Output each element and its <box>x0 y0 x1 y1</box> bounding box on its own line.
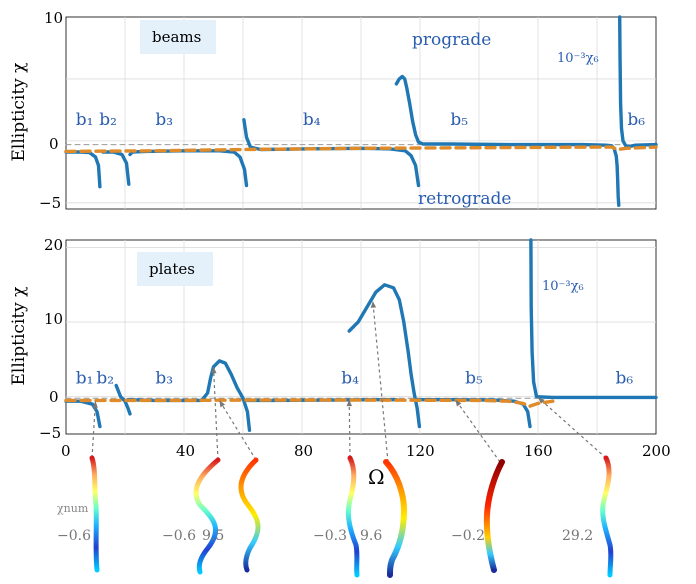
xtick-40: 40 <box>176 442 195 460</box>
beams-branch-label-1: b₂ <box>99 110 117 130</box>
mode-pointer-head-1 <box>211 366 217 374</box>
mode-pointer-arrows <box>91 301 607 463</box>
beams-branch-label-2: b₃ <box>155 110 173 130</box>
beams-ytick-10: 10 <box>44 9 63 27</box>
mode-value-2: −0.6 <box>162 528 196 544</box>
mode-value-1: −0.6 <box>57 528 91 544</box>
plates-branch-labels: b₁ b₂ b₃ b₄ b₅ b₆ <box>76 368 634 388</box>
mode-value-4: −0.3 <box>313 528 347 544</box>
mode-value-6: −0.2 <box>451 528 485 544</box>
chi6-annotation-top: 10⁻³χ₆ <box>557 51 599 66</box>
plates-ytick-20: 20 <box>44 236 63 254</box>
beams-branch-label-0: b₁ <box>76 110 94 130</box>
mode-value-3: 9.5 <box>202 528 224 544</box>
plates-curves <box>64 238 658 432</box>
plates-tag-bg <box>137 252 213 286</box>
beams-branch-label-5: b₆ <box>627 110 645 130</box>
beams-ytick-neg5: −5 <box>39 194 61 212</box>
beams-curves <box>64 15 658 208</box>
beams-branch-label-3: b₄ <box>303 110 321 130</box>
plates-ylabel: Ellipticity χ <box>9 287 29 386</box>
beams-series-dashed-8 <box>64 145 658 154</box>
mode-pointer-3 <box>348 399 351 459</box>
plates-branch-label-2: b₃ <box>155 368 173 388</box>
mode-shapes <box>89 455 614 578</box>
plates-panel: 20 10 0 −5 0 40 80 120 160 200 Ω Ellipti… <box>9 236 671 489</box>
mode-pointer-head-6 <box>538 397 545 404</box>
plates-branch-label-5: b₆ <box>616 368 634 388</box>
beams-series-solid-1 <box>64 150 102 189</box>
xtick-200: 200 <box>642 442 671 460</box>
xtick-80: 80 <box>294 442 313 460</box>
chi-num-label: χnum <box>57 502 89 515</box>
mode-pointer-head-3 <box>346 399 353 407</box>
mode-shape-b4a <box>345 455 360 578</box>
beams-branch-label-4: b₅ <box>450 110 468 130</box>
mode-pointer-head-2 <box>219 400 226 408</box>
plates-series-solid-5 <box>347 283 422 429</box>
chi6-annotation-bottom: 10⁻³χ₆ <box>542 279 584 294</box>
mode-pointer-head-5 <box>455 399 462 407</box>
plates-series-solid-7 <box>529 238 658 400</box>
plates-ytick-neg5: −5 <box>39 424 61 442</box>
omega-xlabel: Ω <box>368 465 385 489</box>
beams-tag: beams <box>152 28 201 46</box>
plates-branch-label-1: b₂ <box>96 368 114 388</box>
xtick-0: 0 <box>61 442 71 460</box>
beams-series-solid-7 <box>618 15 658 149</box>
plates-branch-label-0: b₁ <box>76 368 94 388</box>
beams-series-solid-6 <box>613 149 621 208</box>
retrograde-annotation: retrograde <box>418 189 511 209</box>
xtick-120: 120 <box>406 442 435 460</box>
beams-tag-bg <box>140 20 216 54</box>
beams-ylabel: Ellipticity χ <box>9 63 29 162</box>
plates-ytick-10: 10 <box>44 310 63 328</box>
mode-pointer-5 <box>454 399 501 463</box>
mode-pointer-4 <box>372 301 389 463</box>
plates-branch-label-3: b₄ <box>341 368 359 388</box>
mode-shape-b6 <box>600 455 614 578</box>
mode-value-5: 9.6 <box>360 528 382 544</box>
plates-branch-label-4: b₅ <box>465 368 483 388</box>
plates-tag: plates <box>149 260 195 278</box>
plates-ytick-0: 0 <box>49 388 59 406</box>
mode-value-7: 29.2 <box>562 528 593 544</box>
mode-pointer-head-4 <box>370 301 377 308</box>
mode-shape-b5 <box>483 459 505 573</box>
mode-value-labels: χnum −0.6 −0.6 9.5 −0.3 9.6 −0.2 29.2 <box>57 502 593 544</box>
mode-shape-b3a <box>193 457 221 575</box>
plates-series-dashed-8 <box>64 398 555 409</box>
mode-shape-b1 <box>89 455 100 573</box>
beams-branch-labels: b₁ b₂ b₃ b₄ b₅ b₆ <box>76 110 646 130</box>
xtick-160: 160 <box>524 442 553 460</box>
mode-pointer-head-0 <box>92 401 98 408</box>
beams-series-solid-5 <box>394 74 617 152</box>
mode-shape-b3b <box>238 457 261 573</box>
mode-shape-b4b <box>383 459 408 578</box>
beams-ytick-0: 0 <box>49 135 59 153</box>
beams-panel: 10 0 −5 Ellipticity χ beams prograde ret… <box>9 9 658 212</box>
prograde-annotation: prograde <box>412 30 491 50</box>
